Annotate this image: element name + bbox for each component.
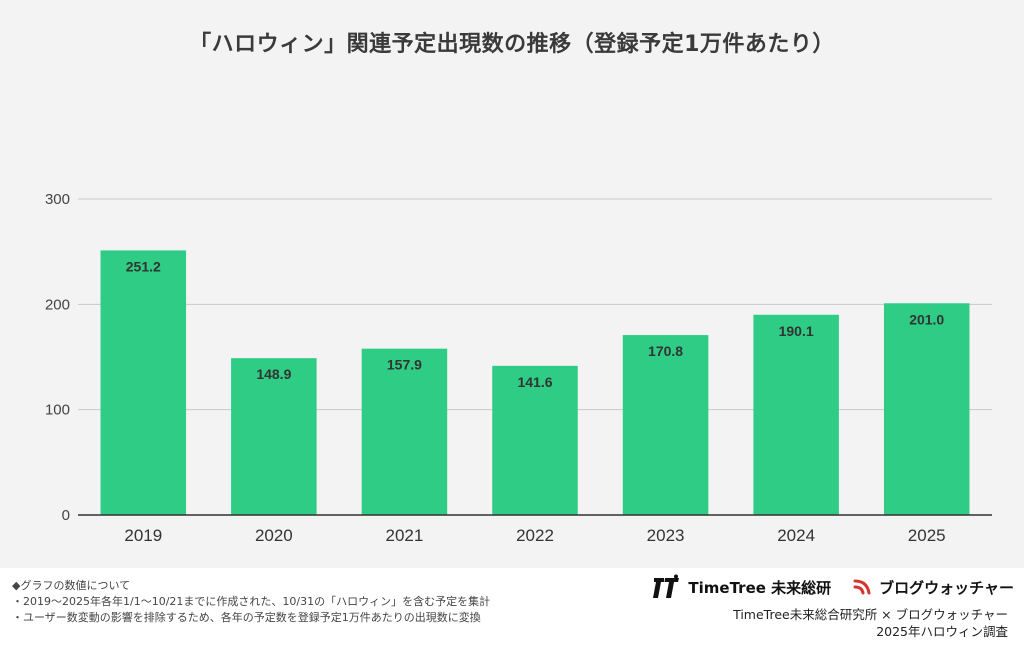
bar-2021 xyxy=(361,348,448,515)
y-tick-label-0: 0 xyxy=(62,507,70,524)
bar-2019 xyxy=(100,250,187,516)
bar-2025 xyxy=(883,303,970,515)
blogwatcher-logo-icon xyxy=(853,579,871,595)
x-tick-label-2023: 2023 xyxy=(647,526,685,545)
x-tick-label-2021: 2021 xyxy=(386,526,424,545)
bar-2023 xyxy=(622,335,709,515)
chart-notes: ◆グラフの数値について ・2019〜2025年各年1/1〜10/21までに作成さ… xyxy=(12,578,632,626)
data-label-2025: 201.0 xyxy=(909,311,944,327)
x-tick-label-2024: 2024 xyxy=(777,526,815,545)
y-tick-label-100: 100 xyxy=(45,402,70,419)
blogwatcher-logo-text: ブログウォッチャー xyxy=(879,578,1014,597)
credit-line-organizations: TimeTree未来総合研究所 × ブログウォッチャー xyxy=(733,607,1008,622)
data-label-2024: 190.1 xyxy=(779,323,814,339)
data-label-2022: 141.6 xyxy=(517,374,552,390)
x-tick-label-2019: 2019 xyxy=(124,526,162,545)
bar-2020 xyxy=(231,358,317,515)
brand-area: TimeTree 未来総研 ブログウォッチャー TimeTree未来総合研究所 … xyxy=(634,572,1014,667)
x-tick-label-2022: 2022 xyxy=(516,526,554,545)
credit-line-survey: 2025年ハロウィン調査 xyxy=(876,624,1008,639)
y-tick-label-300: 300 xyxy=(45,191,70,208)
bar-chart: 0 100 200 300 251.2 2019 148.9 2020 157.9 2021 141… xyxy=(45,191,992,545)
bar-2022 xyxy=(492,365,578,515)
notes-line-period: ・2019〜2025年各年1/1〜10/21までに作成された、10/31の「ハロ… xyxy=(12,595,491,608)
bar-2024 xyxy=(753,314,839,515)
timetree-logo: TimeTree 未来総研 xyxy=(652,574,831,600)
data-label-2020: 148.9 xyxy=(256,366,291,382)
timetree-logo-text: TimeTree 未来総研 xyxy=(688,578,832,597)
timetree-logo-icon xyxy=(653,574,680,598)
brand-credit: TimeTree未来総合研究所 × ブログウォッチャー 2025年ハロウィン調査 xyxy=(733,606,1008,640)
data-label-2021: 157.9 xyxy=(387,357,422,373)
blogwatcher-logo: ブログウォッチャー xyxy=(853,577,1014,598)
chart-title: 「ハロウィン」関連予定出現数の推移（登録予定1万件あたり） xyxy=(189,32,835,57)
y-tick-label-200: 200 xyxy=(45,296,70,313)
data-label-2019: 251.2 xyxy=(126,258,161,274)
chart-panel: 「ハロウィン」関連予定出現数の推移（登録予定1万件あたり） 0 100 200 300… xyxy=(0,0,1024,568)
notes-line-normalization: ・ユーザー数変動の影響を排除するため、各年の予定数を登録予定1万件あたりの出現数… xyxy=(12,611,481,624)
x-tick-label-2020: 2020 xyxy=(255,526,293,545)
data-label-2023: 170.8 xyxy=(648,343,683,359)
notes-heading: ◆グラフの数値について xyxy=(12,579,131,592)
brand-logos: TimeTree 未来総研 ブログウォッチャー xyxy=(652,574,1014,600)
x-tick-label-2025: 2025 xyxy=(908,526,946,545)
